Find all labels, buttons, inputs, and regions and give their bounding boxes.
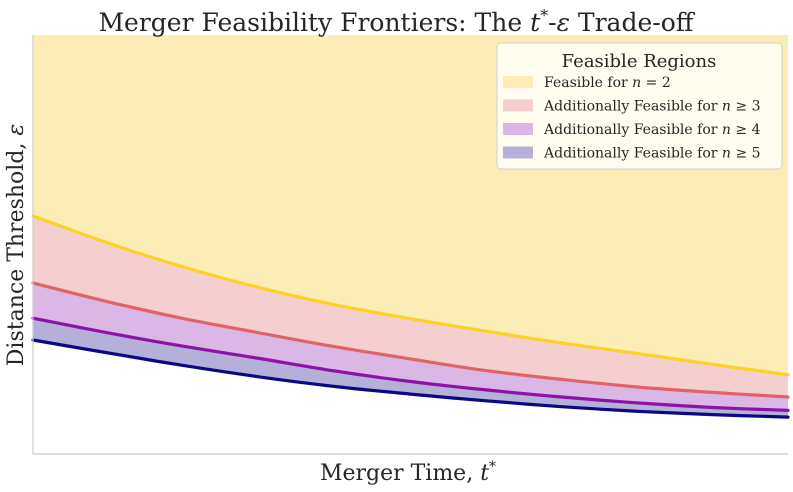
legend-box	[496, 42, 783, 170]
legend-label-n3: Additionally Feasible for n ≥ 3	[543, 99, 761, 115]
legend-swatch-n2	[503, 76, 533, 88]
frontier-line-n4	[31, 316, 790, 412]
legend-label-n2: Feasible for n = 2	[544, 75, 671, 91]
region-fill-n3	[33, 216, 788, 397]
legend-swatch-n3	[503, 99, 533, 112]
title-suffix: Trade-off	[570, 8, 696, 37]
legend-label-n4: Additionally Feasible for n ≥ 4	[543, 122, 761, 138]
legend-title: Feasible Regions	[562, 51, 717, 72]
x-axis-label: Merger Time, t*	[320, 459, 496, 486]
frontier-line-n3	[31, 281, 790, 399]
xlabel-var: t	[480, 461, 489, 486]
title-text: Merger Feasibility Frontiers: The	[98, 8, 530, 37]
region-fill-n4	[33, 283, 788, 411]
legend-items: Feasible for n = 2 Additionally Feasible …	[503, 75, 761, 162]
frontier-curves	[31, 214, 790, 419]
title-var-eps: ε	[557, 8, 570, 37]
ylabel-var: ε	[4, 124, 29, 136]
legend-label-n5: Additionally Feasible for n ≥ 5	[543, 146, 761, 162]
xlabel-sup: *	[489, 459, 496, 475]
frontier-line-n5	[31, 338, 790, 419]
xlabel-text: Merger Time,	[320, 461, 480, 486]
legend-swatch-n4	[503, 123, 533, 135]
y-axis-label: Distance Threshold, ε	[4, 124, 29, 366]
frontier-line-n2	[31, 214, 790, 377]
legend: Feasible Regions Feasible for n = 2 Addit…	[496, 42, 783, 170]
ylabel-text: Distance Threshold,	[4, 136, 29, 367]
chart-title: Merger Feasibility Frontiers: The t*-ε T…	[98, 6, 695, 37]
title-sup: *	[540, 6, 548, 25]
title-var-t: t	[530, 8, 541, 37]
legend-swatch-n5	[503, 146, 533, 159]
title-dash: -	[548, 8, 556, 37]
